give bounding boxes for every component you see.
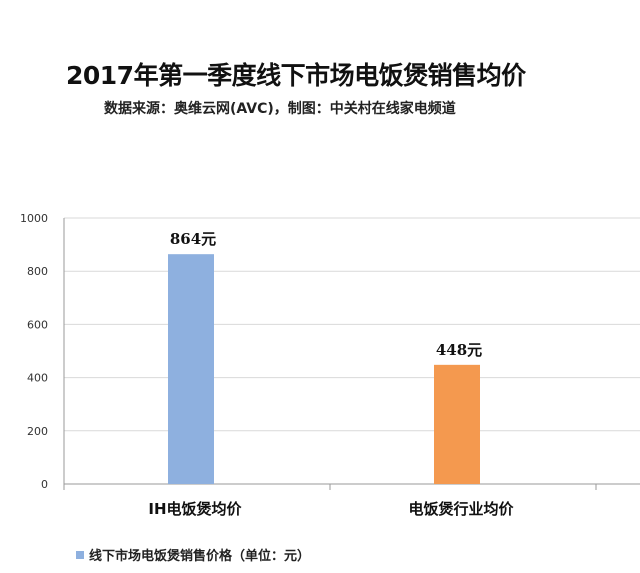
bar-2 xyxy=(434,364,480,484)
y-tick-label: 200 xyxy=(27,425,48,438)
y-tick-label: 1000 xyxy=(20,212,48,225)
chart-title: 2017年第一季度线下市场电饭煲销售均价 xyxy=(66,61,526,90)
y-tick-label: 0 xyxy=(41,478,48,491)
chart-subtitle: 数据来源：奥维云网(AVC)，制图：中关村在线家电频道 xyxy=(104,101,456,117)
bar-1 xyxy=(168,254,214,484)
category-label-1: IH电饭煲均价 xyxy=(148,500,242,518)
legend-label: 线下市场电饭煲销售价格（单位：元） xyxy=(89,549,311,564)
category-label-2: 电饭煲行业均价 xyxy=(408,500,514,518)
legend: 线下市场电饭煲销售价格（单位：元） xyxy=(76,545,310,564)
y-tick-label: 600 xyxy=(27,318,48,331)
y-tick-label: 800 xyxy=(27,265,48,278)
data-label-2: 448元 xyxy=(436,341,482,359)
legend-swatch xyxy=(76,550,84,559)
y-tick-label: 400 xyxy=(27,372,48,385)
data-label-1: 864元 xyxy=(170,230,216,248)
